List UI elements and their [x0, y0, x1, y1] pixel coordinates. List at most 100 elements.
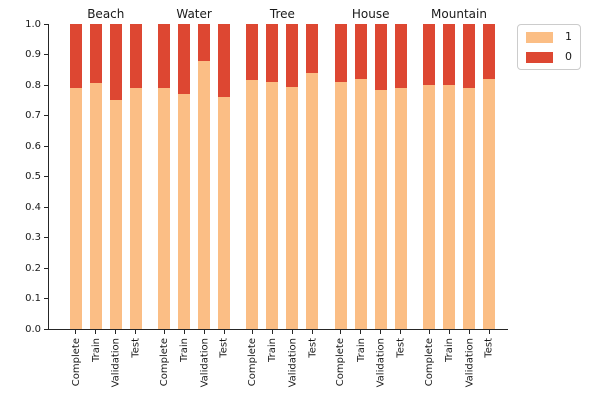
bar-segment-1 [286, 86, 299, 329]
x-tick-label-text: Test [484, 338, 495, 358]
x-tick-label-text: Validation [287, 338, 299, 388]
x-tick-label-text: Test [219, 338, 231, 358]
legend-swatch-1 [526, 31, 553, 43]
x-tick-label-text: Complete [70, 338, 82, 387]
x-tick-mark [400, 330, 402, 334]
x-tick-mark [291, 330, 293, 334]
y-tick-mark [44, 23, 48, 25]
legend-label-0: 0 [565, 50, 572, 63]
x-tick-label-text: Test [307, 338, 319, 358]
x-tick-mark [135, 330, 137, 334]
y-tick-mark [44, 54, 48, 55]
legend: 1 0 [517, 24, 581, 70]
x-tick-label-text: Validation [464, 338, 475, 388]
y-tick-label: 0.5 [25, 171, 41, 182]
x-axis-line [48, 329, 508, 330]
bar-segment-1 [69, 88, 82, 329]
group-title: Tree [269, 7, 295, 21]
x-tick-label-text: Validation [375, 338, 387, 388]
y-tick-mark [44, 145, 48, 147]
x-tick-label-text: Train [90, 338, 102, 362]
y-tick-mark [44, 115, 48, 116]
y-tick-mark [44, 267, 48, 269]
bar-segment-0 [109, 24, 122, 101]
bar-segment-0 [394, 24, 407, 89]
bar-segment-0 [306, 24, 319, 73]
x-tick-mark [311, 330, 313, 334]
bar-segment-0 [334, 24, 347, 82]
bar-segment-1 [306, 72, 319, 329]
x-tick-label-text: Complete [424, 338, 435, 387]
bar-segment-0 [218, 24, 231, 98]
x-tick-mark [75, 330, 77, 334]
x-tick-mark [340, 330, 342, 334]
bar-segment-1 [129, 88, 142, 329]
bar-segment-0 [286, 24, 299, 87]
y-tick-label: 0.0 [25, 323, 41, 335]
y-tick-mark [44, 84, 48, 86]
y-tick-label: 0.9 [25, 49, 41, 60]
y-tick-label: 0.7 [25, 110, 41, 121]
bar-segment-0 [198, 24, 211, 61]
group-title: House [351, 7, 390, 21]
bar-segment-0 [423, 24, 435, 85]
bar-segment-0 [69, 24, 82, 89]
bar-segment-1 [178, 94, 191, 329]
bar-segment-1 [374, 89, 387, 329]
bar-segment-1 [266, 81, 279, 329]
bar-segment-1 [198, 60, 211, 329]
bar-segment-0 [354, 24, 367, 79]
bar-segment-1 [158, 88, 171, 329]
bar-segment-0 [246, 24, 259, 81]
x-tick-label-text: Validation [199, 338, 211, 388]
x-tick-mark [115, 330, 117, 334]
x-tick-label-text: Validation [110, 338, 122, 388]
y-tick-mark [44, 328, 48, 330]
bar-segment-1 [246, 80, 259, 329]
y-tick-mark [44, 237, 48, 238]
y-tick-label: 0.2 [25, 262, 41, 274]
legend-entry-0: 0 [526, 51, 572, 63]
bar-segment-1 [354, 78, 367, 329]
x-tick-mark [488, 330, 490, 334]
bar-segment-0 [158, 24, 171, 89]
group-title: Beach [87, 7, 125, 21]
bar-segment-0 [129, 24, 142, 89]
legend-label-1: 1 [565, 30, 572, 43]
x-tick-mark [360, 330, 362, 334]
legend-swatch-0 [526, 51, 553, 63]
bar-segment-1 [483, 78, 495, 329]
x-tick-mark [380, 330, 382, 334]
y-tick-mark [44, 298, 48, 299]
x-tick-label-text: Complete [335, 338, 347, 387]
bar-segment-1 [334, 81, 347, 329]
x-tick-mark [163, 330, 165, 334]
bar-segment-0 [463, 24, 475, 89]
bar-segment-1 [218, 97, 231, 329]
x-tick-mark [271, 330, 273, 334]
bar-segment-0 [374, 24, 387, 90]
bar-segment-1 [89, 83, 102, 329]
bar-segment-0 [266, 24, 279, 82]
x-tick-label-text: Test [395, 338, 407, 358]
bar-segment-1 [394, 88, 407, 329]
x-tick-label-text: Train [444, 338, 455, 362]
x-tick-mark [468, 330, 470, 334]
bar-segment-1 [423, 85, 435, 329]
x-tick-mark [428, 330, 430, 334]
y-axis-line [48, 24, 49, 330]
y-tick-mark [44, 206, 48, 208]
x-tick-mark [251, 330, 253, 334]
x-tick-mark [183, 330, 185, 334]
bar-segment-0 [89, 24, 102, 84]
bar-segment-0 [483, 24, 495, 79]
y-tick-label: 1.0 [25, 18, 41, 30]
x-tick-label-text: Train [179, 338, 191, 362]
legend-entry-1: 1 [526, 31, 572, 43]
y-tick-label: 0.4 [25, 201, 41, 213]
y-tick-label: 0.8 [25, 79, 41, 91]
y-tick-label: 0.1 [25, 293, 41, 304]
bar-segment-1 [463, 88, 475, 329]
x-tick-label-text: Complete [247, 338, 259, 387]
